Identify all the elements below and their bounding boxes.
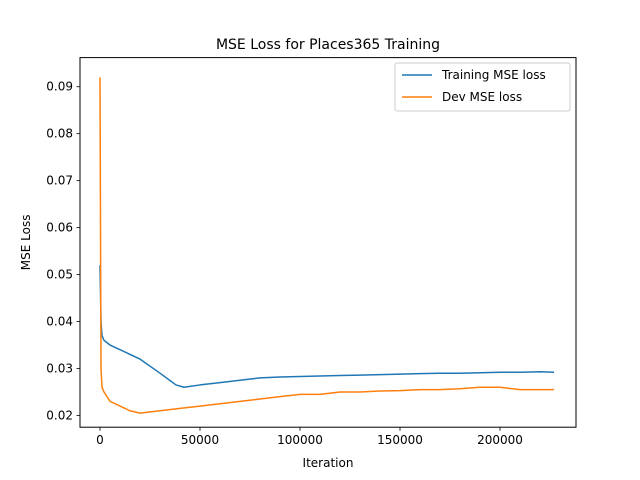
y-tick-label: 0.04 [46, 315, 73, 329]
x-tick-label: 50000 [181, 433, 219, 447]
plot-area [99, 77, 555, 414]
y-tick-label: 0.03 [46, 361, 73, 375]
series-line-dev [99, 77, 554, 414]
y-axis-label: MSE Loss [19, 215, 33, 271]
y-tick-label: 0.07 [46, 174, 73, 188]
x-axis-label: Iteration [303, 456, 354, 470]
x-tick-label: 200000 [477, 433, 523, 447]
y-tick-label: 0.09 [46, 80, 73, 94]
x-tick-label: 100000 [277, 433, 323, 447]
axis-ticks: 0 50000 100000 150000 200000 0.02 0.03 0.04 0.05… [46, 80, 523, 447]
x-tick-label: 150000 [377, 433, 423, 447]
legend-label-training: Training MSE loss [441, 68, 546, 82]
y-tick-label: 0.06 [46, 221, 73, 235]
legend-box [394, 62, 571, 112]
series-line-training [99, 265, 555, 389]
axes-frame [79, 57, 577, 428]
y-tick-label: 0.02 [46, 408, 73, 422]
x-tick-label: 0 [96, 433, 104, 447]
legend-label-dev: Dev MSE loss [442, 90, 522, 104]
legend: Training MSE loss Dev MSE loss [394, 62, 571, 112]
y-tick-label: 0.08 [46, 127, 73, 141]
chart-title: MSE Loss for Places365 Training [216, 37, 440, 53]
y-tick-label: 0.05 [46, 268, 73, 282]
